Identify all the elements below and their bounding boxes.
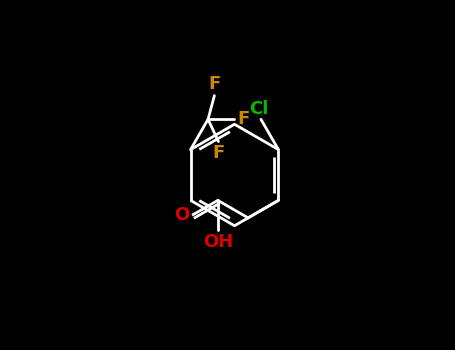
Text: F: F: [208, 75, 221, 93]
Text: Cl: Cl: [249, 99, 269, 118]
Text: F: F: [237, 110, 249, 128]
Text: OH: OH: [203, 233, 233, 251]
Text: O: O: [174, 205, 189, 224]
Text: F: F: [212, 144, 224, 162]
